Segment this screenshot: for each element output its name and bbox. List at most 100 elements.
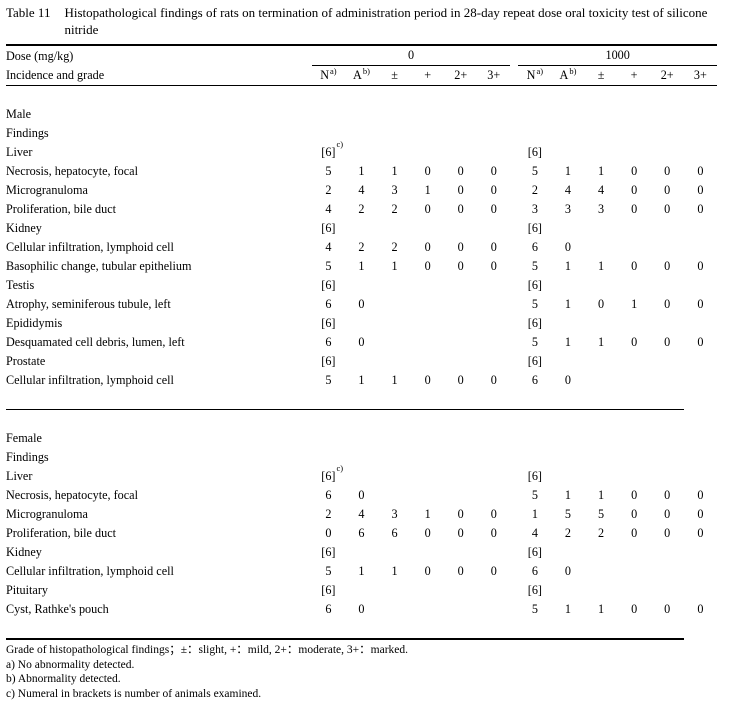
organ-blank xyxy=(618,314,651,333)
value-dose1-4: 0 xyxy=(651,333,684,352)
organ-blank xyxy=(585,276,618,295)
value-dose0-3 xyxy=(411,600,444,619)
value-dose1-2: 1 xyxy=(585,600,618,619)
value-dose0-5: 0 xyxy=(477,371,510,390)
organ-blank xyxy=(651,543,684,562)
grade-col-1-+: + xyxy=(618,66,651,86)
organ-blank xyxy=(551,314,584,333)
value-dose0-1: 6 xyxy=(345,524,378,543)
value-dose1-4: 0 xyxy=(651,505,684,524)
grade-gap xyxy=(510,66,518,86)
value-dose0-0: 4 xyxy=(312,238,345,257)
value-dose1-3 xyxy=(618,562,651,581)
grade-col-1-±: ± xyxy=(585,66,618,86)
value-dose0-2: 6 xyxy=(378,524,411,543)
spacer xyxy=(6,619,684,638)
value-dose1-0: 5 xyxy=(518,257,551,276)
value-dose0-1: 0 xyxy=(345,600,378,619)
value-dose0-4: 0 xyxy=(444,200,477,219)
organ-row: Kidney[6][6] xyxy=(6,219,717,238)
organ-blank xyxy=(551,219,584,238)
value-dose0-2: 1 xyxy=(378,562,411,581)
organ-blank xyxy=(477,276,510,295)
organ-name: Kidney xyxy=(6,543,312,562)
value-dose1-0: 5 xyxy=(518,333,551,352)
value-dose0-0: 5 xyxy=(312,257,345,276)
organ-blank xyxy=(684,543,717,562)
value-dose1-4 xyxy=(651,371,684,390)
finding-label: Microgranuloma xyxy=(6,505,312,524)
value-dose1-5 xyxy=(684,562,717,581)
organ-n-dose0: [6] xyxy=(312,543,345,562)
value-dose0-4: 0 xyxy=(444,371,477,390)
organ-blank xyxy=(684,276,717,295)
organ-blank xyxy=(477,581,510,600)
value-dose0-0: 6 xyxy=(312,333,345,352)
value-dose0-4: 0 xyxy=(444,524,477,543)
value-dose0-4: 0 xyxy=(444,181,477,200)
value-dose0-3 xyxy=(411,333,444,352)
grade-col-0-2+: 2+ xyxy=(444,66,477,86)
value-gap xyxy=(510,295,518,314)
finding-label: Microgranuloma xyxy=(6,181,312,200)
value-dose0-3: 0 xyxy=(411,200,444,219)
value-dose1-0: 5 xyxy=(518,486,551,505)
value-gap xyxy=(510,371,518,390)
value-dose0-5 xyxy=(477,295,510,314)
value-dose0-2: 2 xyxy=(378,200,411,219)
value-dose1-0: 6 xyxy=(518,371,551,390)
value-dose1-5: 0 xyxy=(684,257,717,276)
value-dose0-4: 0 xyxy=(444,257,477,276)
section-heading-female: Female xyxy=(6,429,717,448)
value-dose1-4 xyxy=(651,562,684,581)
table-caption-text: Histopathological findings of rats on te… xyxy=(64,4,729,38)
dose-group-0: 0 xyxy=(312,45,510,66)
value-dose1-0: 5 xyxy=(518,162,551,181)
value-dose0-0: 6 xyxy=(312,486,345,505)
value-dose0-1: 0 xyxy=(345,295,378,314)
finding-label: Necrosis, hepatocyte, focal xyxy=(6,486,312,505)
finding-label: Desquamated cell debris, lumen, left xyxy=(6,333,312,352)
organ-blank xyxy=(477,219,510,238)
organ-blank xyxy=(651,581,684,600)
value-dose1-4: 0 xyxy=(651,200,684,219)
organ-n-dose1: [6] xyxy=(518,352,551,371)
value-dose1-1: 1 xyxy=(551,162,584,181)
organ-blank xyxy=(378,543,411,562)
value-dose0-3: 1 xyxy=(411,181,444,200)
spacer xyxy=(6,86,684,106)
section-bottom-spacer xyxy=(6,619,717,638)
section-spacer xyxy=(6,410,717,430)
value-dose0-2 xyxy=(378,333,411,352)
organ-blank xyxy=(444,543,477,562)
organ-blank xyxy=(651,276,684,295)
value-dose0-1: 4 xyxy=(345,181,378,200)
value-dose1-2: 3 xyxy=(585,200,618,219)
organ-blank xyxy=(551,467,584,486)
value-dose1-3: 0 xyxy=(618,162,651,181)
value-dose0-3: 0 xyxy=(411,371,444,390)
value-dose0-3 xyxy=(411,295,444,314)
value-dose0-4 xyxy=(444,295,477,314)
organ-blank xyxy=(684,219,717,238)
organ-n-dose0: [6] xyxy=(312,314,345,333)
organ-n-dose0: [6] xyxy=(312,276,345,295)
value-dose1-2: 5 xyxy=(585,505,618,524)
organ-n-dose1: [6] xyxy=(518,219,551,238)
value-dose1-0: 3 xyxy=(518,200,551,219)
value-dose1-1: 1 xyxy=(551,333,584,352)
value-dose0-0: 5 xyxy=(312,371,345,390)
finding-label: Proliferation, bile duct xyxy=(6,524,312,543)
organ-blank xyxy=(585,143,618,162)
value-dose1-4: 0 xyxy=(651,524,684,543)
organ-blank xyxy=(684,314,717,333)
value-dose0-1: 2 xyxy=(345,238,378,257)
value-gap xyxy=(510,200,518,219)
